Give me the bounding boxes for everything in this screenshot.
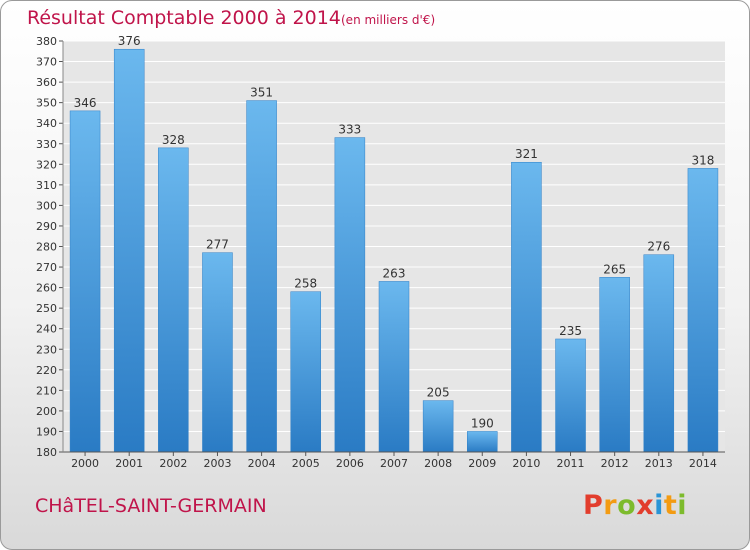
x-tick-label: 2008: [424, 457, 452, 470]
bar-2008: [422, 400, 454, 453]
value-label: 351: [250, 86, 273, 100]
y-tick-label: 250: [36, 302, 57, 315]
y-tick-label: 230: [36, 343, 57, 356]
value-label: 328: [162, 133, 185, 147]
x-tick-label: 2009: [468, 457, 496, 470]
value-label: 318: [691, 153, 714, 167]
bar-2011: [555, 338, 586, 453]
value-label: 346: [74, 96, 97, 110]
value-label: 258: [294, 277, 317, 291]
bar-2002: [158, 147, 189, 453]
x-tick-label: 2003: [203, 457, 231, 470]
y-axis-ticks: 180 190 200 210 220 230 240 250 260 270 280 290 300 3…: [36, 35, 63, 459]
bars: 346 376 328 277 351 258 333 263 205 190 321 235 265 2…: [69, 34, 719, 453]
bar-2006: [334, 137, 366, 453]
y-tick-label: 340: [36, 117, 57, 130]
value-label: 235: [559, 324, 582, 338]
bar-2009: [467, 431, 498, 453]
y-tick-label: 280: [36, 241, 57, 254]
y-tick-label: 350: [36, 97, 57, 110]
chart-subtitle: (en milliers d'€): [341, 13, 436, 27]
x-tick-label: 2002: [159, 457, 187, 470]
bar-2000: [69, 110, 101, 453]
y-tick-label: 190: [36, 425, 57, 438]
y-tick-label: 210: [36, 384, 57, 397]
x-tick-label: 2010: [512, 457, 540, 470]
bar-2012: [599, 277, 630, 453]
bar-2001: [113, 48, 145, 453]
proxiti-logo: Proxiti: [583, 490, 688, 521]
x-tick-label: 2006: [336, 457, 364, 470]
y-tick-label: 380: [36, 35, 57, 48]
chart-title: Résultat Comptable 2000 à 2014: [27, 7, 341, 29]
y-tick-label: 300: [36, 199, 57, 212]
y-tick-label: 310: [36, 179, 57, 192]
y-tick-label: 290: [36, 220, 57, 233]
y-tick-label: 200: [36, 405, 57, 418]
value-label: 265: [603, 262, 626, 276]
value-label: 333: [338, 123, 361, 137]
bar-2004: [246, 100, 277, 453]
x-tick-label: 2013: [645, 457, 673, 470]
y-tick-label: 240: [36, 323, 57, 336]
bar-2005: [290, 291, 321, 453]
y-tick-label: 180: [36, 446, 57, 459]
value-label: 321: [515, 147, 538, 161]
x-tick-label: 2001: [115, 457, 143, 470]
bar-2013: [643, 254, 675, 453]
bar-2003: [202, 252, 233, 453]
value-label: 190: [471, 416, 494, 430]
x-tick-label: 2012: [601, 457, 629, 470]
y-tick-label: 270: [36, 261, 57, 274]
y-tick-label: 220: [36, 364, 57, 377]
value-label: 205: [427, 386, 450, 400]
value-label: 277: [206, 238, 229, 252]
y-tick-label: 360: [36, 76, 57, 89]
value-label: 376: [118, 34, 141, 48]
x-tick-label: 2007: [380, 457, 408, 470]
y-tick-label: 330: [36, 138, 57, 151]
bar-2007: [378, 281, 410, 453]
value-label: 263: [383, 266, 406, 280]
x-tick-label: 2000: [71, 457, 99, 470]
value-label: 276: [647, 240, 670, 254]
x-tick-label: 2011: [557, 457, 585, 470]
y-tick-label: 260: [36, 282, 57, 295]
bar-2010: [511, 161, 542, 453]
x-tick-label: 2005: [292, 457, 320, 470]
x-axis-ticks: 2000 2001 2002 2003 2004 2005 2006 2007 2008 2009…: [71, 452, 717, 470]
x-tick-label: 2004: [248, 457, 276, 470]
y-tick-label: 320: [36, 158, 57, 171]
town-name: CHâTEL-SAINT-GERMAIN: [35, 495, 267, 517]
x-tick-label: 2014: [689, 457, 717, 470]
y-tick-label: 370: [36, 56, 57, 69]
bar-2014: [687, 168, 719, 453]
